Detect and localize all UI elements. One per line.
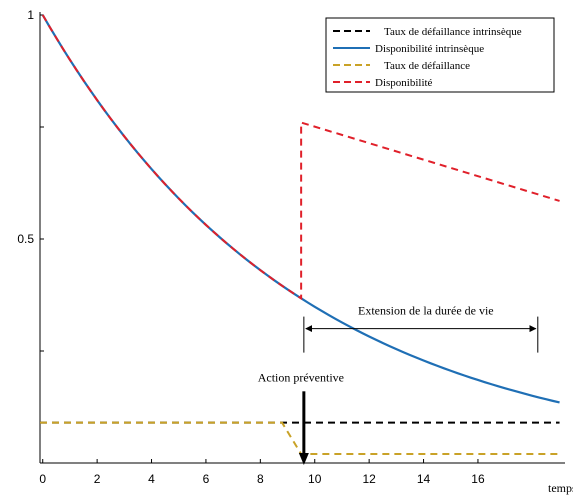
legend-label: Taux de défaillance (384, 60, 470, 72)
legend: Taux de défaillance intrinsèque Disponibi… (325, 17, 555, 93)
preventive-action-arrowhead (298, 453, 309, 465)
series-line-3 (41, 14, 560, 301)
x-tick-label: 0 (39, 472, 46, 486)
x-tick-label: 2 (94, 472, 101, 486)
series-line-2 (40, 421, 560, 456)
legend-label: Disponibilité (375, 77, 433, 89)
x-tick-label: 14 (417, 472, 431, 486)
preventive-action-label: Action préventive (258, 370, 344, 384)
x-tick-label: 4 (148, 472, 155, 486)
x-tick-label: 8 (257, 472, 264, 486)
x-tick-label: 12 (362, 472, 376, 486)
x-tick-label: 16 (471, 472, 485, 486)
legend-box (325, 17, 555, 93)
legend-label: Taux de défaillance intrinsèque (384, 26, 522, 38)
annotation-layer: Extension de la durée de vie Action prév… (258, 304, 539, 465)
x-tick-label: 6 (203, 472, 210, 486)
lifetime-extension-label: Extension de la durée de vie (358, 304, 494, 318)
x-tick-label: 10 (308, 472, 322, 486)
legend-label: Disponibilité intrinsèque (375, 43, 484, 55)
y-tick-label: 1 (27, 8, 34, 22)
y-tick-label: 0.5 (17, 232, 34, 246)
x-axis-label: temps (548, 481, 573, 495)
